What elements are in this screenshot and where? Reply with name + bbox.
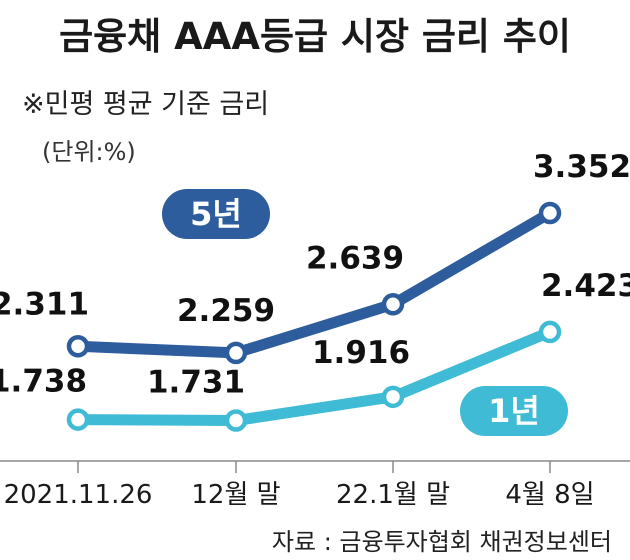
data-point [224,409,248,432]
x-tick-label: 22.1월 말 [336,480,450,510]
legend-badge [460,386,568,436]
legend-label: 5년 [190,195,242,233]
data-label: 1.738 [0,364,87,400]
data-label: 2.639 [306,240,404,276]
series-line-1y [72,326,556,426]
data-label: 3.352 [533,149,630,185]
data-point [224,341,248,365]
data-point [381,385,405,409]
x-tick-label: 2021.11.26 [4,480,153,510]
series-line-5y [72,207,556,359]
data-label: 1.731 [147,365,245,401]
data-point [381,293,405,316]
data-point [538,201,562,225]
data-point [538,320,562,344]
data-label: 1.916 [312,335,410,371]
data-point [66,408,90,431]
data-point [66,335,90,358]
data-label: 2.311 [0,286,89,322]
legend-label: 1년 [488,392,540,430]
chart-subtitle: ※민평 평균 기준 금리 [22,89,270,120]
x-tick-label: 4월 8일 [505,480,594,510]
legend-badge [162,189,270,239]
x-tick-label: 12월 말 [191,480,280,510]
data-label: 2.423 [541,268,630,304]
unit-label: (단위:%) [42,138,136,166]
source-note: 자료 : 금융투자협회 채권정보센터 [271,528,612,556]
data-label: 2.259 [177,293,275,329]
chart-title: 금융채 AAA등급 시장 금리 추이 [59,15,571,58]
